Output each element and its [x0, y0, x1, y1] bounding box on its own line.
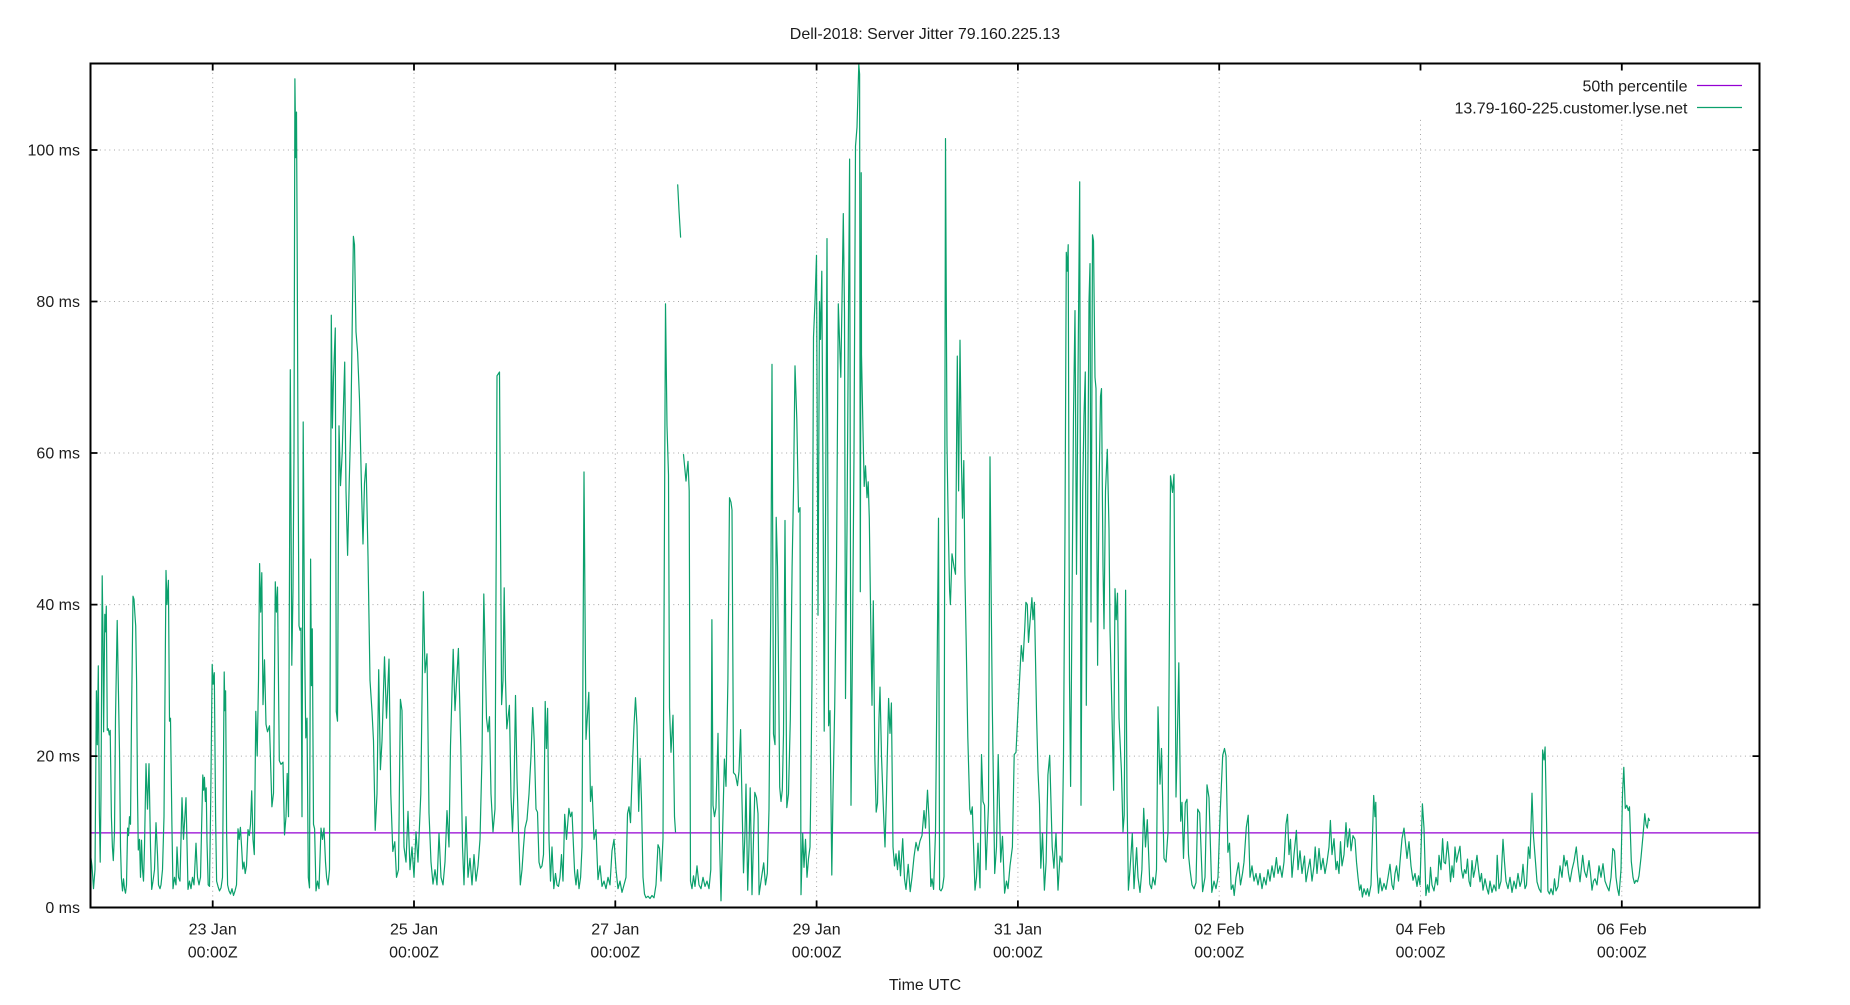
svg-text:00:00Z: 00:00Z	[590, 945, 640, 962]
svg-text:40 ms: 40 ms	[36, 597, 80, 614]
svg-text:20 ms: 20 ms	[36, 749, 80, 766]
svg-text:100 ms: 100 ms	[28, 143, 80, 160]
svg-text:31 Jan: 31 Jan	[994, 922, 1042, 939]
svg-text:00:00Z: 00:00Z	[389, 945, 439, 962]
svg-text:0 ms: 0 ms	[45, 900, 80, 917]
svg-text:25 Jan: 25 Jan	[390, 922, 438, 939]
svg-text:00:00Z: 00:00Z	[1597, 945, 1647, 962]
svg-text:00:00Z: 00:00Z	[1396, 945, 1446, 962]
svg-text:02 Feb: 02 Feb	[1194, 922, 1244, 939]
svg-text:50th percentile: 50th percentile	[1583, 79, 1688, 96]
svg-text:60 ms: 60 ms	[36, 446, 80, 463]
svg-text:00:00Z: 00:00Z	[792, 945, 842, 962]
svg-text:23 Jan: 23 Jan	[189, 922, 237, 939]
svg-text:04 Feb: 04 Feb	[1396, 922, 1446, 939]
svg-text:Time UTC: Time UTC	[889, 977, 961, 994]
svg-text:80 ms: 80 ms	[36, 294, 80, 311]
svg-text:13.79-160-225.customer.lyse.ne: 13.79-160-225.customer.lyse.net	[1454, 101, 1688, 118]
svg-text:27 Jan: 27 Jan	[591, 922, 639, 939]
svg-text:Dell-2018: Server Jitter 79.16: Dell-2018: Server Jitter 79.160.225.13	[790, 26, 1060, 43]
svg-text:00:00Z: 00:00Z	[188, 945, 238, 962]
svg-text:00:00Z: 00:00Z	[993, 945, 1043, 962]
svg-text:06 Feb: 06 Feb	[1597, 922, 1647, 939]
svg-text:00:00Z: 00:00Z	[1194, 945, 1244, 962]
svg-text:29 Jan: 29 Jan	[793, 922, 841, 939]
